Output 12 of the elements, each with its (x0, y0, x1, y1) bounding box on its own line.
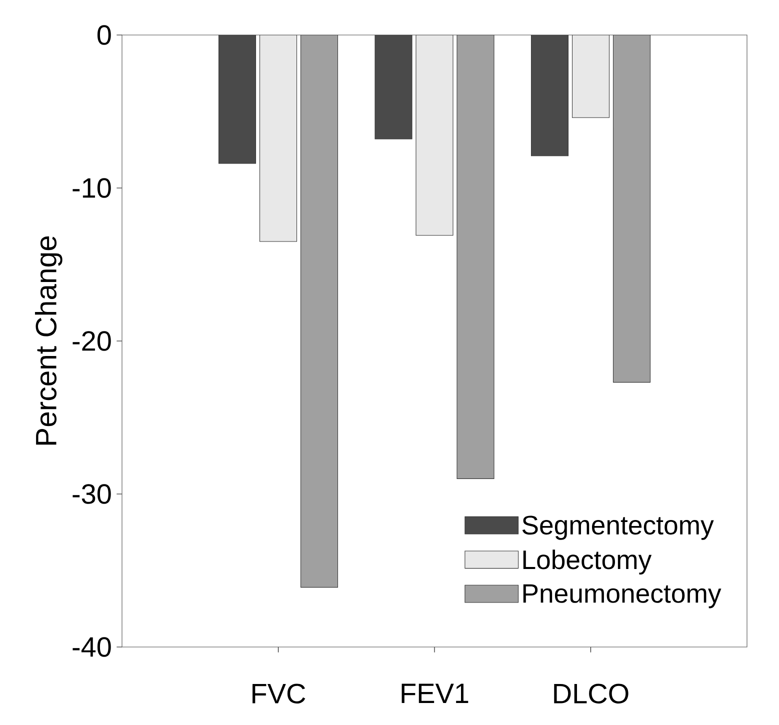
legend-label: Lobectomy (523, 550, 652, 575)
x-tick-label: DLCO (554, 684, 628, 704)
y-tick-label: -30 (72, 484, 111, 504)
y-tick-label: 0 (97, 25, 111, 45)
y-tick-label: -40 (72, 637, 111, 657)
y-tick-label: -10 (72, 178, 111, 198)
x-tick-label: FEV1 (402, 684, 468, 703)
legend-label: Pneumonectomy (523, 584, 722, 608)
y-axis-title: Percent Change (34, 236, 62, 445)
y-tick-label: -20 (72, 331, 111, 351)
legend-label: Segmentectomy (522, 516, 714, 540)
x-tick-label: FVC (252, 684, 306, 704)
